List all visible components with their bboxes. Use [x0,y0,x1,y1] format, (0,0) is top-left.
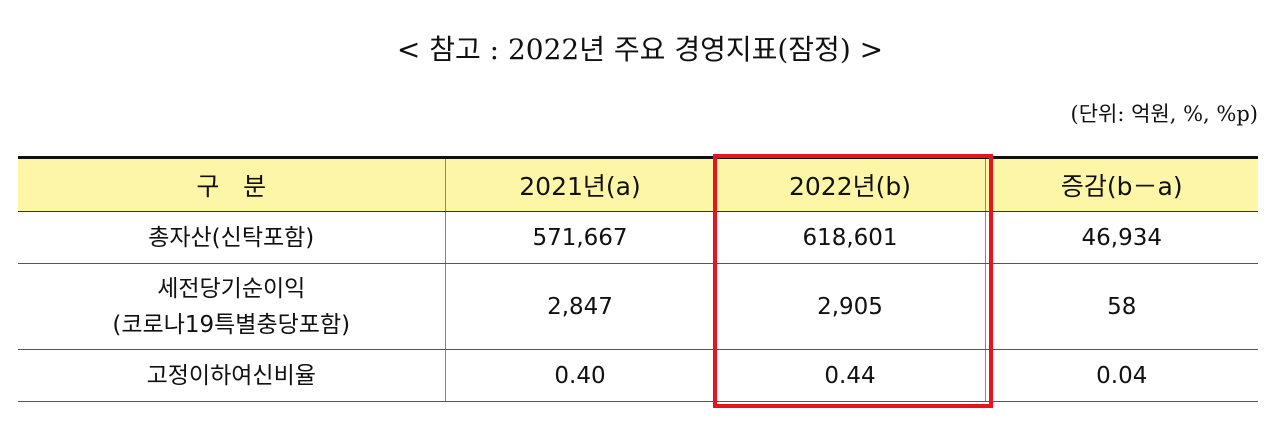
cell: 58 [984,263,1258,350]
row: 고정이하여신비율 0.40 0.44 0.04 [18,349,1258,402]
unit-note: (단위: 억원, %, %p) [1070,102,1258,126]
cell: 571,667 [444,211,715,264]
row: 총자산(신탁포함) 571,667 618,601 46,934 [18,211,1258,264]
header-cell: 2022년(b) [714,157,985,212]
highlight-box [713,154,993,408]
cell: 0.44 [714,349,985,402]
row-label: 총자산(신탁포함) [18,211,445,264]
cell: 0.04 [984,349,1258,402]
cell: 618,601 [714,211,985,264]
cell: 2,847 [444,263,715,350]
cell: 0.40 [444,349,715,402]
row: 세전당기순이익 (코로나19특별충당포함) 2,847 2,905 58 [18,263,1258,350]
label-line: (코로나19특별충당포함) [112,311,351,338]
header-cell: 구 분 [18,157,445,212]
indicator-table: 구 분 2021년(a) 2022년(b) 증감(b－a) 총자산(신탁포함) … [18,156,1258,402]
label-line: 고정이하여신비율 [146,362,316,389]
label-line: 세전당기순이익 [157,275,306,302]
row-label: 세전당기순이익 (코로나19특별충당포함) [18,263,445,350]
header-row: 구 분 2021년(a) 2022년(b) 증감(b－a) [18,157,1258,212]
row-label: 고정이하여신비율 [18,349,445,402]
label-line: 총자산(신탁포함) [148,224,315,251]
header-cell: 증감(b－a) [984,157,1258,212]
header-cell: 2021년(a) [444,157,715,212]
title: < 참고 : 2022년 주요 경영지표(잠정) > [396,33,884,66]
cell: 46,934 [984,211,1258,264]
